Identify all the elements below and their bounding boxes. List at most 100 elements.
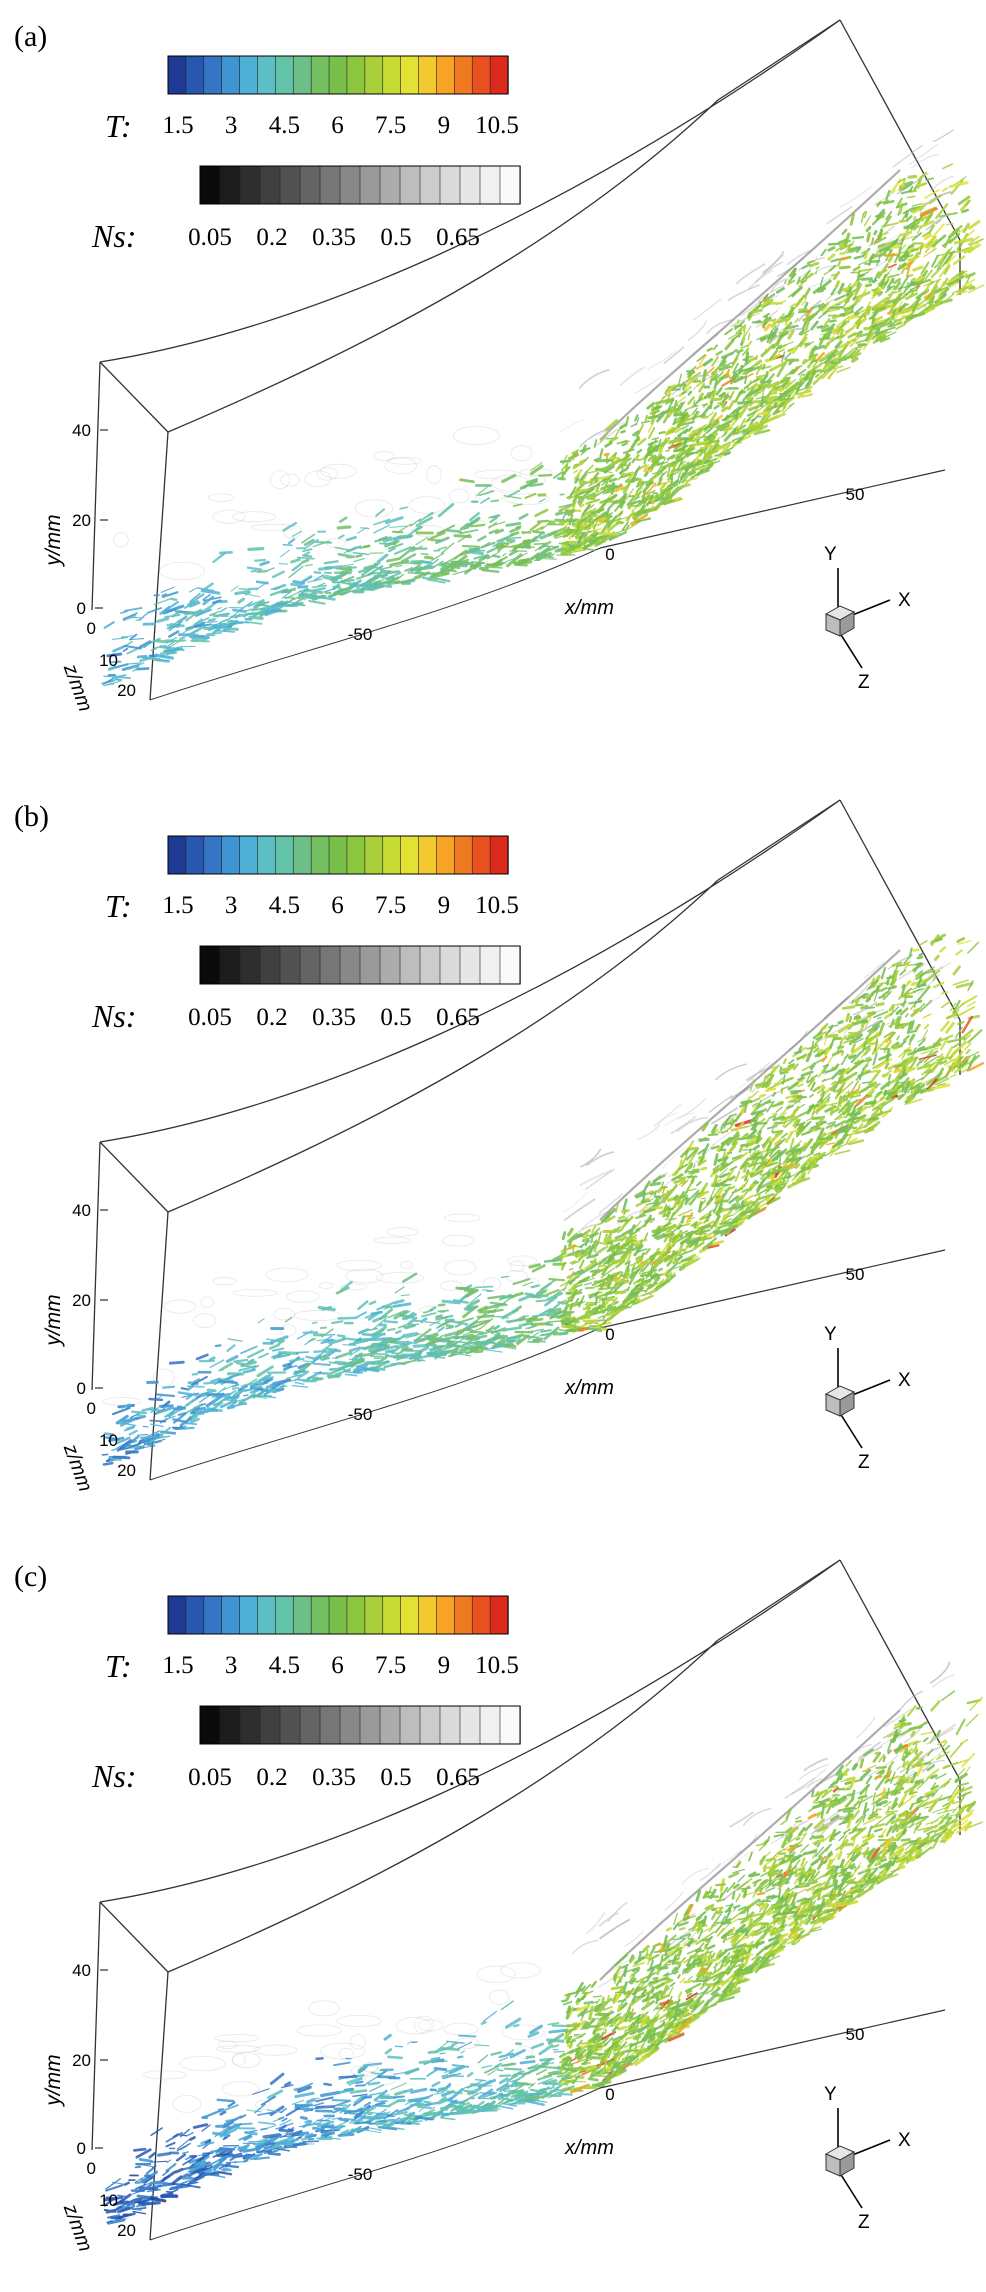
- x-tick-label: 50: [846, 1265, 865, 1284]
- colorbar-t-tick: 10.5: [475, 1652, 519, 1679]
- colorbar-swatch: [292, 1595, 312, 1635]
- colorbar-swatch: [257, 55, 277, 95]
- colorbar-ns-tick: 0.05: [188, 1764, 232, 1791]
- colorbar-swatch: [346, 55, 366, 95]
- colorbar-swatch: [471, 55, 491, 95]
- colorbar-swatch: [399, 945, 421, 985]
- colorbar-swatch: [203, 1595, 223, 1635]
- colorbar-swatch: [436, 835, 456, 875]
- colorbar-swatch: [339, 1705, 361, 1745]
- colorbar-ns-tick: 0.35: [312, 224, 356, 251]
- colorbar-swatch: [167, 835, 187, 875]
- y-tick-label: 20: [72, 2051, 91, 2070]
- x-tick-label: 0: [605, 545, 614, 564]
- colorbar-swatch: [400, 55, 420, 95]
- colorbar-t-name: T:: [105, 888, 132, 924]
- colorbar-swatch: [439, 945, 461, 985]
- panel-b: (b) 40 20 0 y/mm -50 0 50 x/mm 0 10 20 z/mm Y X Z T: 1.5 3…: [0, 780, 986, 1520]
- colorbar-swatch: [418, 1595, 438, 1635]
- colorbar-swatch: [239, 835, 259, 875]
- colorbar-swatch: [359, 1705, 381, 1745]
- x-axis-label: x/mm: [564, 2137, 614, 2159]
- y-tick-label: 0: [77, 599, 86, 618]
- y-tick-label: 0: [77, 2139, 86, 2158]
- axes: [95, 1969, 108, 2149]
- colorbar-swatch: [364, 55, 384, 95]
- colorbar-t: [167, 835, 509, 875]
- colorbar-t-tick: 9: [437, 1652, 451, 1679]
- colorbar-swatch: [328, 1595, 348, 1635]
- colorbar-swatch: [379, 945, 401, 985]
- colorbar-swatch: [489, 1595, 509, 1635]
- colorbar-ns: [199, 165, 521, 205]
- y-tick-label: 20: [72, 1291, 91, 1310]
- colorbar-t-tick: 1.5: [162, 1652, 194, 1679]
- z-axis-label: z/mm: [59, 2200, 97, 2254]
- colorbar-t-tick: 4.5: [268, 892, 300, 919]
- z-tick-label: 10: [99, 651, 118, 670]
- colorbar-swatch: [346, 835, 366, 875]
- colorbar-swatch: [185, 1595, 205, 1635]
- colorbar-swatch: [346, 1595, 366, 1635]
- triad-x-label: X: [898, 590, 911, 611]
- colorbar-swatch: [399, 165, 421, 205]
- vortex-isosurfaces: [103, 1690, 983, 2225]
- colorbar-ns-tick: 0.35: [312, 1764, 356, 1791]
- colorbar-swatch: [339, 945, 361, 985]
- colorbar-swatch: [279, 1705, 301, 1745]
- colorbar-swatch: [439, 1705, 461, 1745]
- colorbar-t-tick: 6: [331, 112, 344, 139]
- z-tick-label: 10: [99, 1431, 118, 1450]
- colorbar-swatch: [399, 1705, 421, 1745]
- colorbar-swatch: [479, 1705, 501, 1745]
- colorbar-swatch: [418, 835, 438, 875]
- x-axis-label: x/mm: [564, 597, 614, 619]
- colorbar-swatch: [419, 945, 441, 985]
- colorbar-swatch: [275, 835, 294, 875]
- colorbar-swatch: [279, 945, 301, 985]
- colorbar-swatch: [221, 55, 241, 95]
- colorbar-swatch: [328, 835, 348, 875]
- colorbar-swatch: [239, 945, 261, 985]
- colorbar-t: [167, 55, 509, 95]
- colorbar-ns-name: Ns:: [92, 998, 137, 1034]
- colorbar-ns-tick: 0.65: [436, 1764, 480, 1791]
- y-tick-label: 20: [72, 511, 91, 530]
- colorbar-swatch: [275, 1595, 294, 1635]
- x-axis-label: x/mm: [564, 1377, 614, 1399]
- colorbar-t-tick: 9: [437, 892, 451, 919]
- panel-a: (a) 40 20 0 y/mm -50 0 50 x/mm 0 10 20 z/mm Y X Z T: 1.5 3…: [0, 0, 986, 740]
- orientation-triad: [824, 2108, 891, 2209]
- x-tick-label: 0: [605, 2085, 614, 2104]
- panel-c: (c) 40 20 0 y/mm -50 0 50 x/mm 0 10 20 z/mm Y X Z T: 1.5 3…: [0, 1540, 986, 2280]
- colorbar-swatch: [221, 1595, 241, 1635]
- colorbar-ns: [199, 945, 521, 985]
- z-tick-label: 20: [117, 2221, 136, 2240]
- colorbar-swatch: [454, 1595, 473, 1635]
- colorbar-ns-tick: 0.05: [188, 1004, 232, 1031]
- colorbar-swatch: [364, 1595, 384, 1635]
- y-tick-label: 0: [77, 1379, 86, 1398]
- colorbar-swatch: [219, 945, 241, 985]
- triad-x-label: X: [898, 2130, 911, 2151]
- colorbar-t-tick: 1.5: [162, 112, 194, 139]
- colorbar-swatch: [239, 55, 259, 95]
- colorbar-swatch: [419, 165, 441, 205]
- triad-z-label: Z: [858, 2212, 870, 2233]
- z-tick-label: 10: [99, 2191, 118, 2210]
- colorbar-ns-name: Ns:: [92, 218, 137, 254]
- colorbar-t-tick: 6: [331, 1652, 344, 1679]
- colorbar-swatch: [219, 165, 241, 205]
- colorbar-swatch: [292, 55, 312, 95]
- panel-label: (b): [14, 800, 49, 833]
- colorbar-swatch: [339, 165, 361, 205]
- triad-z-label: Z: [858, 672, 870, 693]
- colorbar-swatch: [499, 165, 521, 205]
- colorbar-swatch: [167, 1595, 187, 1635]
- axes: [95, 429, 108, 609]
- colorbar-swatch: [203, 835, 223, 875]
- orientation-triad: [824, 568, 891, 669]
- triad-y-label: Y: [824, 2084, 837, 2105]
